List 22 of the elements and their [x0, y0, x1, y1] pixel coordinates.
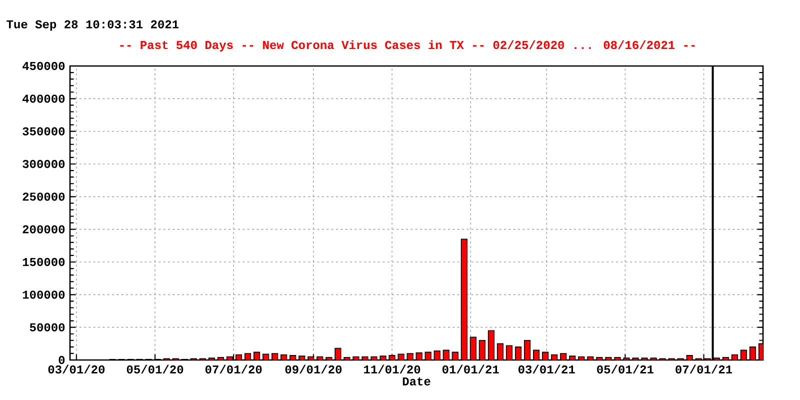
y-tick-label: 300000: [22, 160, 65, 168]
x-tick-label: 01/01/21: [442, 364, 499, 374]
x-tick-label: 07/01/21: [676, 364, 732, 374]
y-tick-label: 200000: [22, 225, 65, 234]
x-tick-label: 03/01/21: [518, 364, 575, 374]
y-tick-label: 50000: [30, 323, 65, 332]
x-tick-label: 05/01/21: [597, 364, 654, 374]
x-tick-label: 11/01/20: [364, 364, 420, 374]
x-tick-label: 09/01/20: [285, 364, 342, 374]
x-tick-label: 07/01/20: [205, 364, 262, 374]
x-tick-label: 05/01/20: [126, 364, 184, 374]
y-tick-label: 0: [58, 356, 65, 364]
x-tick-label: 03/01/20: [48, 364, 105, 374]
y-tick-label: 150000: [22, 258, 65, 266]
x-axis-title: Date: [402, 377, 430, 386]
text: Tue Sep 28 10:03:31 2021: [6, 20, 179, 31]
y-tick-label: 250000: [22, 192, 65, 201]
y-tick-label: 400000: [22, 94, 65, 103]
y-tick-label: 450000: [22, 62, 65, 70]
y-tick-label: 100000: [22, 290, 65, 299]
y-tick-label: 350000: [22, 127, 65, 136]
chart-title: -- Past 540 Days -- New Corona Virus Cases in TX -- 02/25/2020 ... 08/16/2021 --: [120, 40, 695, 52]
